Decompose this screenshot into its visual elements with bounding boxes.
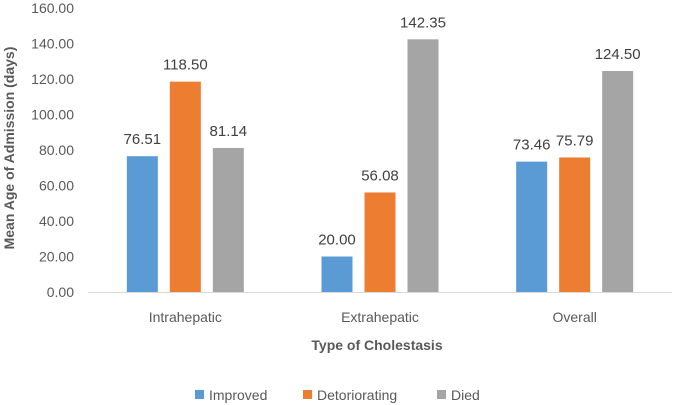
y-tick-label: 60.00 — [39, 178, 74, 194]
bar-detoriorating-intrahepatic — [169, 81, 201, 292]
legend-swatch — [437, 390, 446, 399]
legend-swatch — [303, 390, 312, 399]
bar-died-extrahepatic — [407, 39, 439, 292]
data-label: 20.00 — [318, 232, 356, 249]
data-label: 75.79 — [556, 132, 594, 149]
legend-label: Improved — [209, 387, 267, 403]
y-tick-label: 20.00 — [39, 249, 74, 265]
x-category-label: Extrahepatic — [341, 309, 419, 325]
y-tick-label: 40.00 — [39, 213, 74, 229]
legend: Improved Detoriorating Died — [195, 387, 480, 403]
bar-detoriorating-extrahepatic — [364, 192, 396, 292]
y-tick-label: 120.00 — [31, 71, 74, 87]
y-axis-title: Mean Age of Admission (days) — [1, 47, 17, 250]
x-axis-categories: Intrahepatic Extrahepatic Overall — [149, 309, 597, 325]
legend-label: Died — [451, 387, 480, 403]
y-tick-label: 140.00 — [31, 36, 74, 52]
bar-died-overall — [602, 71, 634, 292]
data-label: 124.50 — [595, 46, 641, 63]
y-tick-label: 160.00 — [31, 0, 74, 16]
bar-detoriorating-overall — [559, 157, 591, 292]
data-label: 56.08 — [361, 167, 399, 184]
data-labels: 76.51 118.50 81.14 20.00 56.08 142.35 73.46 75.… — [124, 14, 641, 248]
y-axis-ticks: 0.00 20.00 40.00 60.00 80.00 100.00 120.00 140.… — [31, 0, 74, 300]
x-category-label: Overall — [552, 309, 596, 325]
data-label: 76.51 — [124, 131, 162, 148]
x-category-label: Intrahepatic — [149, 309, 222, 325]
legend-label: Detoriorating — [317, 387, 397, 403]
data-label: 73.46 — [513, 137, 551, 154]
bar-improved-overall — [516, 161, 548, 292]
y-tick-label: 80.00 — [39, 142, 74, 158]
x-axis-title: Type of Cholestasis — [311, 337, 442, 353]
y-tick-label: 0.00 — [47, 284, 74, 300]
data-label: 118.50 — [163, 57, 208, 74]
legend-swatch — [195, 390, 204, 399]
y-tick-label: 100.00 — [31, 107, 74, 123]
data-label: 81.14 — [210, 123, 248, 140]
data-label: 142.35 — [400, 14, 446, 31]
bar-died-intrahepatic — [212, 147, 244, 292]
bar-improved-extrahepatic — [321, 256, 353, 292]
bar-improved-intrahepatic — [126, 156, 158, 292]
bars — [126, 39, 634, 292]
